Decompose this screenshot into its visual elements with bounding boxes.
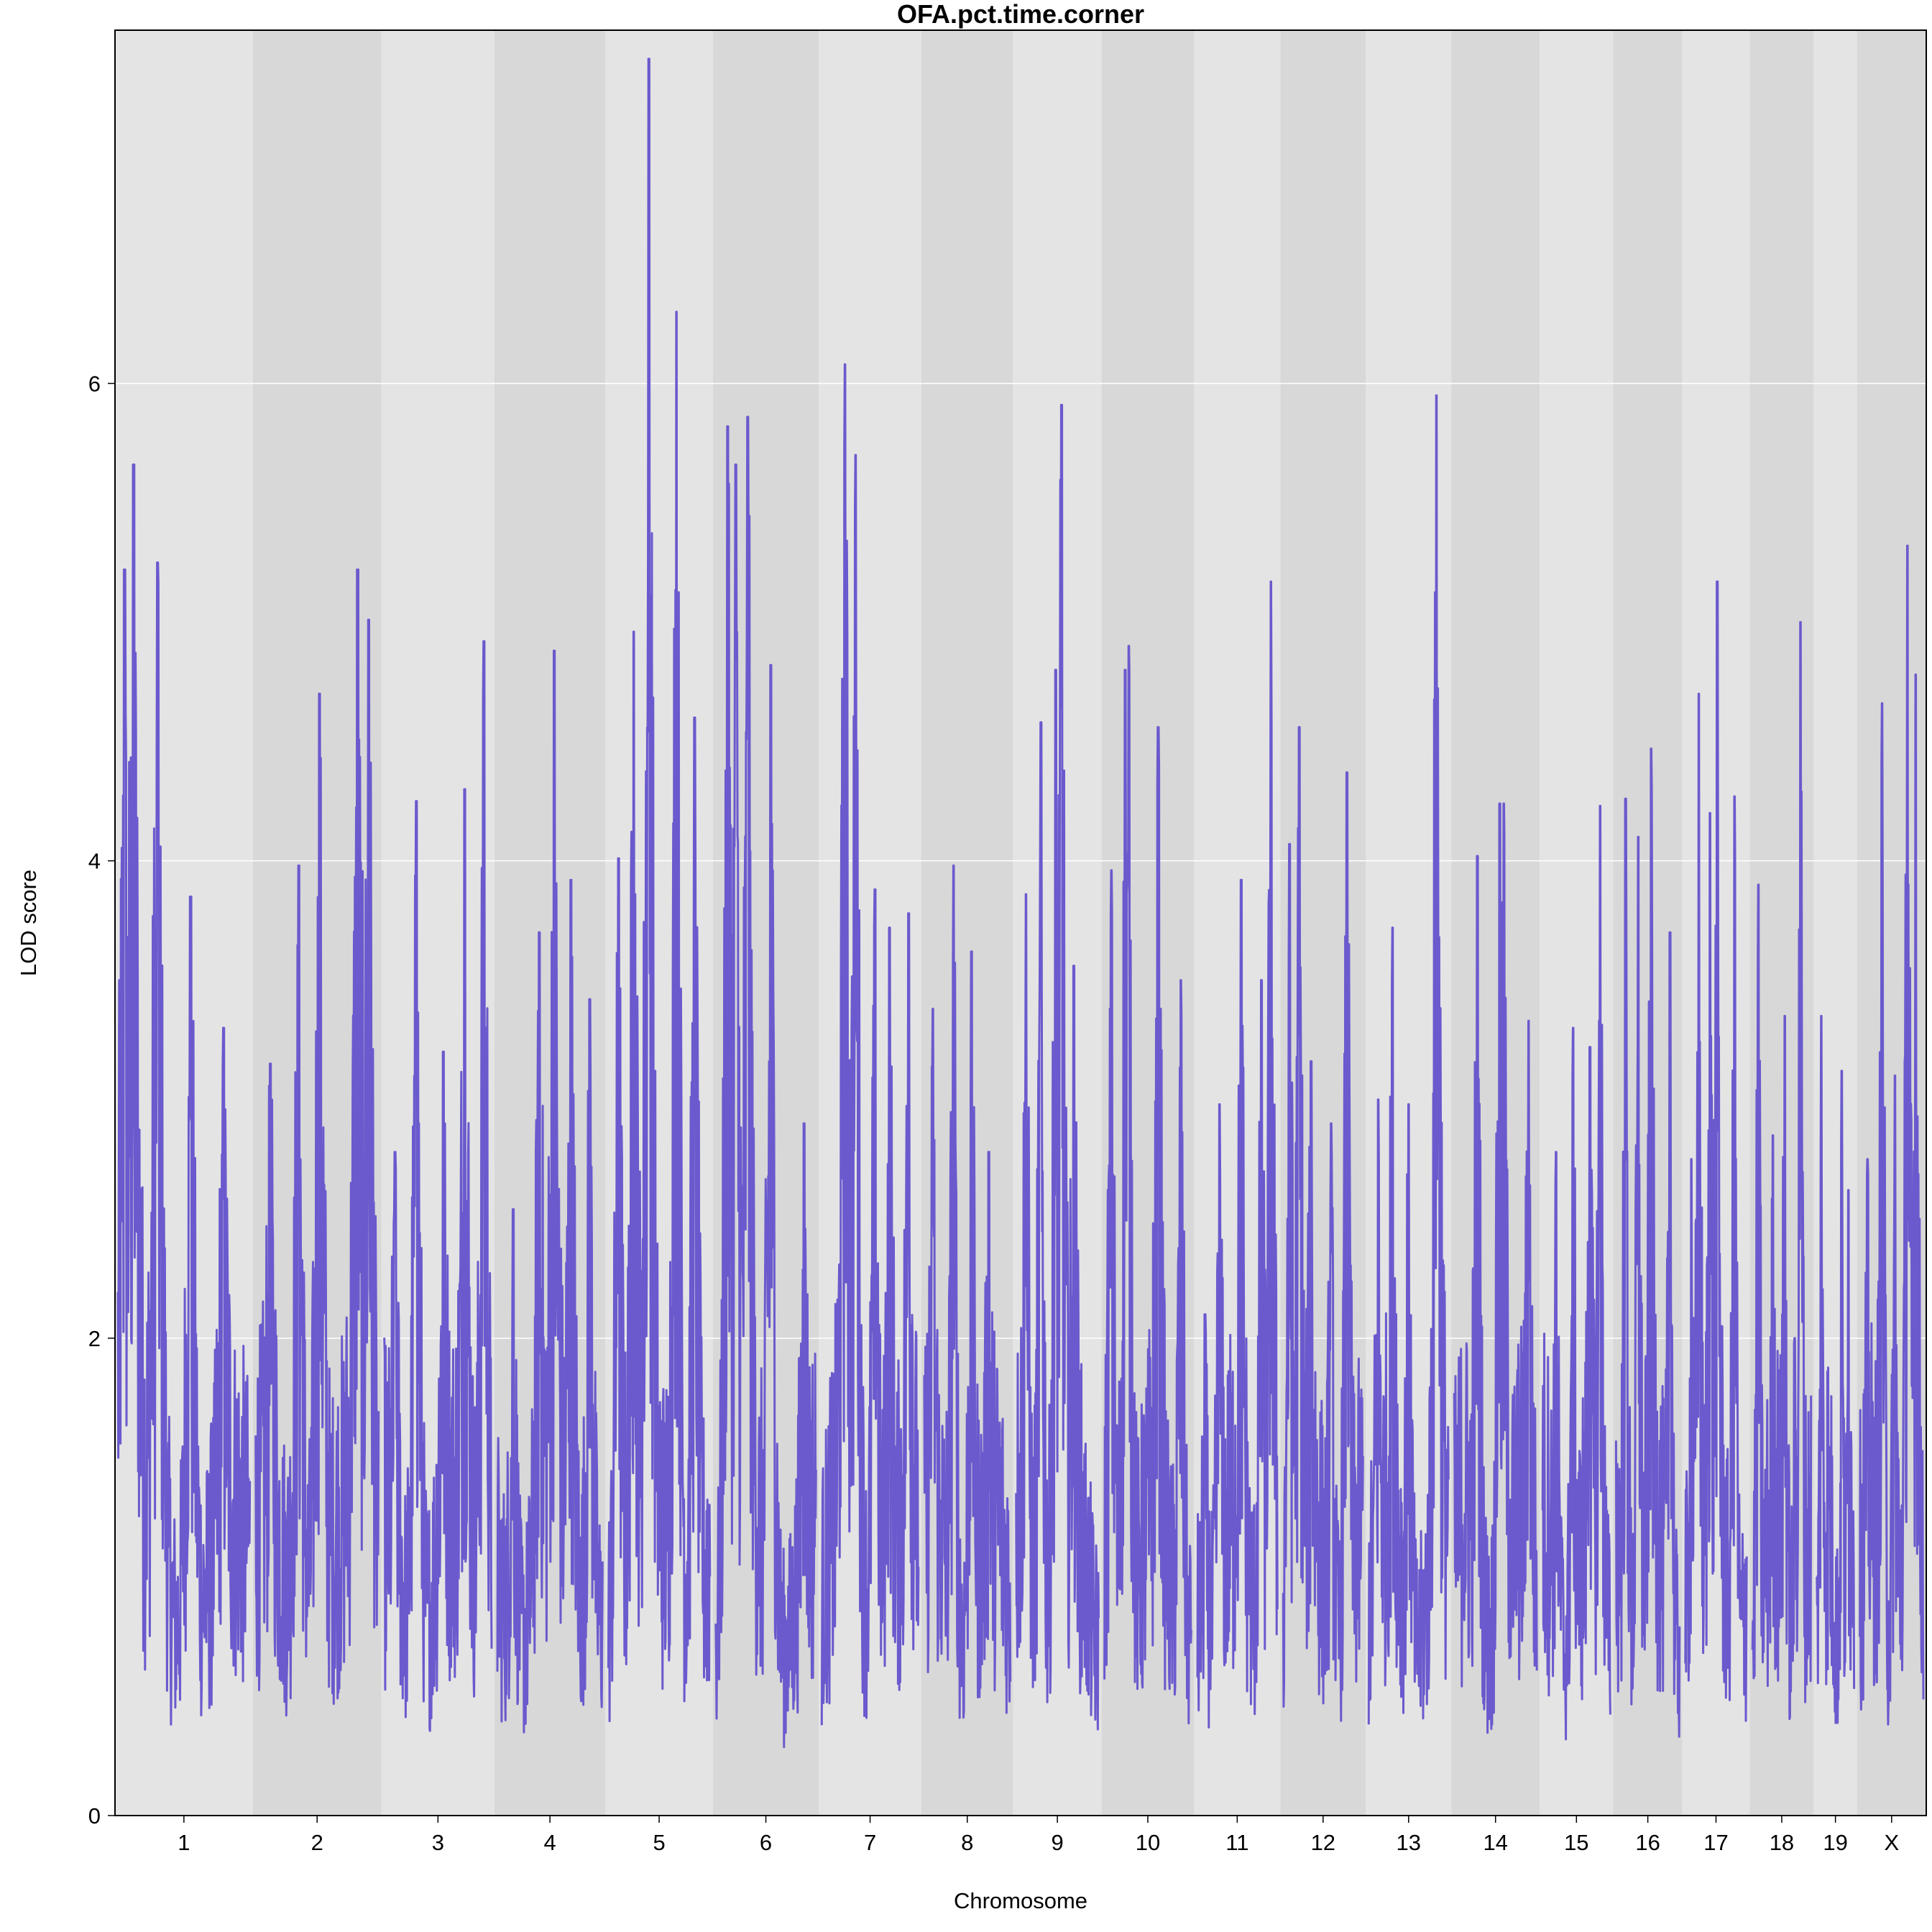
x-tick-label-chr-18: 18	[1770, 1830, 1794, 1855]
x-tick-label-chr-4: 4	[544, 1830, 556, 1855]
x-axis-title: Chromosome	[954, 1888, 1087, 1913]
lod-curve-chr-12	[1282, 726, 1364, 1722]
lod-curve-chr-4	[496, 649, 604, 1734]
lod-curve-chr-8	[923, 864, 1012, 1719]
lod-curves	[116, 58, 1925, 1749]
x-tick-label-chr-16: 16	[1635, 1830, 1660, 1855]
lod-curve-chr-17	[1684, 580, 1748, 1722]
x-tick-label-chr-X: X	[1884, 1830, 1899, 1855]
x-tick-label-chr-2: 2	[311, 1830, 323, 1855]
y-tick-label: 4	[88, 849, 101, 874]
lod-curve-chr-9	[1015, 403, 1100, 1731]
x-axis-ticks: 1 2 3 4 5 6 7 8 9 10 11 12 13 14 15 16 17 18 19 X	[178, 1816, 1899, 1855]
x-tick-label-chr-10: 10	[1136, 1830, 1160, 1855]
x-tick-label-chr-11: 11	[1225, 1830, 1248, 1855]
x-tick-label-chr-7: 7	[864, 1830, 876, 1855]
lod-curve-chr-11	[1196, 580, 1279, 1729]
x-tick-label-chr-8: 8	[961, 1830, 973, 1855]
y-axis-ticks: 0 2 4 6	[88, 371, 115, 1828]
lod-curve-chr-X	[1859, 544, 1925, 1726]
x-tick-label-chr-14: 14	[1483, 1830, 1507, 1855]
x-tick-label-chr-15: 15	[1564, 1830, 1588, 1855]
plot-frame	[114, 29, 1927, 1816]
x-tick-label-chr-3: 3	[432, 1830, 444, 1855]
lod-curve-chr-18	[1751, 621, 1813, 1721]
lod-curve-chr-13	[1367, 394, 1450, 1725]
lod-curve-chr-14	[1453, 802, 1538, 1734]
chart-title: OFA.pct.time.corner	[897, 0, 1144, 29]
lod-curve-chr-5	[607, 58, 712, 1722]
x-tick-label-chr-1: 1	[178, 1830, 190, 1855]
y-tick-label: 0	[88, 1803, 101, 1828]
x-tick-label-chr-12: 12	[1311, 1830, 1335, 1855]
y-tick-label: 2	[88, 1326, 101, 1351]
x-tick-label-chr-5: 5	[653, 1830, 665, 1855]
x-tick-label-chr-13: 13	[1397, 1830, 1421, 1855]
lod-curve-chr-3	[383, 640, 493, 1732]
y-tick-label: 6	[88, 371, 101, 396]
y-axis-title: LOD score	[16, 870, 41, 976]
lod-curve-chr-10	[1103, 645, 1192, 1725]
lod-curve-chr-7	[820, 363, 920, 1726]
x-tick-label-chr-19: 19	[1823, 1830, 1847, 1855]
lod-curve-chr-6	[714, 415, 817, 1749]
lod-curve-chr-19	[1816, 1015, 1856, 1724]
lod-curve-chr-15	[1541, 804, 1611, 1741]
lod-curve-chr-16	[1614, 748, 1681, 1738]
lod-curve-chr-1	[116, 463, 252, 1726]
x-tick-label-chr-6: 6	[760, 1830, 772, 1855]
x-tick-label-chr-9: 9	[1052, 1830, 1064, 1855]
lod-curve-chr-2	[254, 569, 380, 1717]
x-tick-label-chr-17: 17	[1703, 1830, 1728, 1855]
